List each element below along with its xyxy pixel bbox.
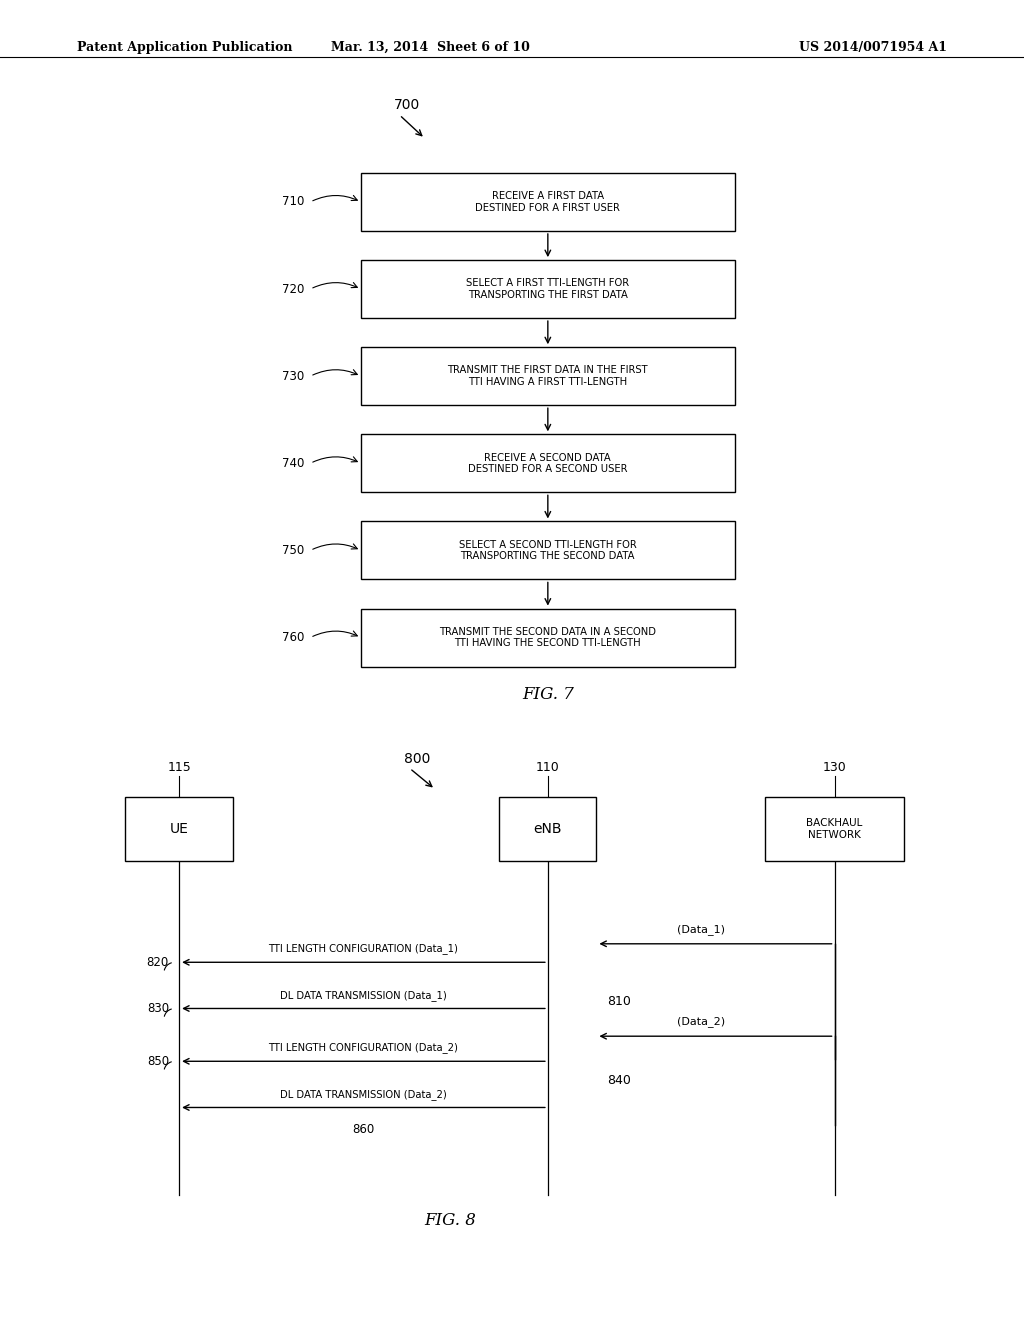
FancyBboxPatch shape: [500, 797, 596, 861]
Text: 110: 110: [536, 760, 560, 774]
Text: 700: 700: [394, 98, 421, 112]
Text: 810: 810: [606, 995, 631, 1007]
Text: RECEIVE A FIRST DATA
DESTINED FOR A FIRST USER: RECEIVE A FIRST DATA DESTINED FOR A FIRS…: [475, 191, 621, 213]
Text: TTI LENGTH CONFIGURATION (Data_2): TTI LENGTH CONFIGURATION (Data_2): [268, 1043, 459, 1053]
Text: 730: 730: [282, 370, 304, 383]
Text: (Data_1): (Data_1): [678, 924, 725, 935]
FancyBboxPatch shape: [361, 260, 735, 318]
Text: US 2014/0071954 A1: US 2014/0071954 A1: [799, 41, 947, 54]
Text: BACKHAUL
NETWORK: BACKHAUL NETWORK: [806, 818, 863, 840]
Text: UE: UE: [170, 822, 188, 836]
Text: 740: 740: [282, 457, 304, 470]
Text: Patent Application Publication: Patent Application Publication: [77, 41, 292, 54]
FancyBboxPatch shape: [361, 434, 735, 492]
Text: 130: 130: [822, 760, 847, 774]
FancyBboxPatch shape: [125, 797, 232, 861]
Text: 840: 840: [606, 1074, 631, 1086]
Text: 710: 710: [282, 195, 304, 209]
Text: 850: 850: [146, 1055, 169, 1068]
Text: SELECT A SECOND TTI-LENGTH FOR
TRANSPORTING THE SECOND DATA: SELECT A SECOND TTI-LENGTH FOR TRANSPORT…: [459, 540, 637, 561]
Text: Mar. 13, 2014  Sheet 6 of 10: Mar. 13, 2014 Sheet 6 of 10: [331, 41, 529, 54]
Text: 820: 820: [146, 956, 169, 969]
FancyBboxPatch shape: [361, 347, 735, 405]
Text: TTI LENGTH CONFIGURATION (Data_1): TTI LENGTH CONFIGURATION (Data_1): [268, 944, 459, 954]
Text: 720: 720: [282, 282, 304, 296]
Text: 860: 860: [352, 1123, 375, 1137]
Text: TRANSMIT THE FIRST DATA IN THE FIRST
TTI HAVING A FIRST TTI-LENGTH: TRANSMIT THE FIRST DATA IN THE FIRST TTI…: [447, 366, 648, 387]
Text: FIG. 7: FIG. 7: [522, 686, 573, 704]
Text: TRANSMIT THE SECOND DATA IN A SECOND
TTI HAVING THE SECOND TTI-LENGTH: TRANSMIT THE SECOND DATA IN A SECOND TTI…: [439, 627, 656, 648]
Text: 760: 760: [282, 631, 304, 644]
Text: SELECT A FIRST TTI-LENGTH FOR
TRANSPORTING THE FIRST DATA: SELECT A FIRST TTI-LENGTH FOR TRANSPORTI…: [466, 279, 630, 300]
FancyBboxPatch shape: [765, 797, 903, 861]
Text: DL DATA TRANSMISSION (Data_1): DL DATA TRANSMISSION (Data_1): [281, 990, 446, 1001]
FancyBboxPatch shape: [361, 521, 735, 579]
Text: 750: 750: [282, 544, 304, 557]
Text: 830: 830: [146, 1002, 169, 1015]
Text: 115: 115: [167, 760, 191, 774]
FancyBboxPatch shape: [361, 173, 735, 231]
FancyBboxPatch shape: [361, 609, 735, 667]
Text: eNB: eNB: [534, 822, 562, 836]
Text: FIG. 8: FIG. 8: [425, 1212, 476, 1229]
Text: (Data_2): (Data_2): [678, 1016, 725, 1027]
Text: 800: 800: [404, 751, 431, 766]
Text: DL DATA TRANSMISSION (Data_2): DL DATA TRANSMISSION (Data_2): [281, 1089, 446, 1100]
Text: RECEIVE A SECOND DATA
DESTINED FOR A SECOND USER: RECEIVE A SECOND DATA DESTINED FOR A SEC…: [468, 453, 628, 474]
